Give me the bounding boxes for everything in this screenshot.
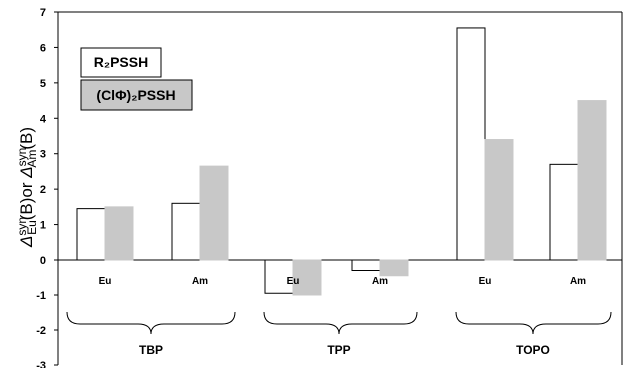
y-tick-label: 7 [40,7,46,19]
y-tick-label: -2 [36,325,46,337]
bar-clphi2pssh-eu-0 [104,206,134,261]
y-tick-label: 3 [40,149,46,161]
y-axis-title-mid: (B)or [17,178,36,221]
y-axis-title-delta-1: Δ [17,236,36,248]
bar-clphi2pssh-eu-2 [292,259,322,296]
brace-topo [455,311,612,335]
y-tick-label: 5 [40,78,46,90]
group-braces [66,311,612,335]
legend-label-clphi2pssh: (ClΦ)₂PSSH [96,87,175,103]
y-axis-title-sub-1: Eu [25,220,39,235]
y-axis-title-end: (B) [17,127,36,150]
y-axis-title-sup-1: syn [15,217,29,236]
bar-r2pssh-eu-4 [456,27,486,261]
legend-box-clphi2pssh [80,79,193,111]
x-category-label: Am [372,276,388,287]
y-axis-title-sup-2: syn [15,148,29,167]
group-label-topo: TOPO [516,343,550,357]
y-axis-title-sub-2: Am [25,150,39,168]
bar-r2pssh-am-3 [351,259,381,271]
legend-box-r2pssh [80,47,162,78]
bar-r2pssh-am-5 [549,163,579,261]
y-tick-label: 6 [40,42,46,54]
y-tick-label: 0 [40,255,46,267]
bar-clphi2pssh-am-5 [577,100,607,261]
bar-clphi2pssh-am-1 [199,165,229,261]
x-category-label: Am [192,276,208,287]
y-axis-title-delta-2: Δ [17,166,36,178]
bar-r2pssh-eu-0 [76,208,106,261]
bar-r2pssh-am-1 [171,202,201,261]
y-tick-label: 2 [40,184,46,196]
bar-clphi2pssh-eu-4 [484,139,514,261]
y-tick-label: -1 [36,290,46,302]
y-axis-title: ΔsynEu(B)or ΔsynAm(B) [15,127,39,248]
brace-tpp [263,311,418,335]
x-category-label: Eu [287,276,300,287]
group-label-tbp: TBP [139,343,163,357]
group-label-tpp: TPP [327,343,350,357]
y-tick-label: 4 [40,113,47,125]
y-tick-label: 1 [40,220,46,232]
legend: R₂PSSH (ClΦ)₂PSSH [80,47,193,111]
x-category-label: Eu [99,276,112,287]
y-tick-label: -3 [36,360,46,368]
plot-area: -3 -2 -1 0 1 2 3 4 5 6 7 Eu Am Eu Am Eu Am [36,7,623,368]
bar-clphi2pssh-am-3 [379,259,409,277]
legend-label-r2pssh: R₂PSSH [94,54,148,70]
x-category-label: Am [570,276,586,287]
brace-tbp [66,311,236,335]
x-category-label: Eu [479,276,492,287]
